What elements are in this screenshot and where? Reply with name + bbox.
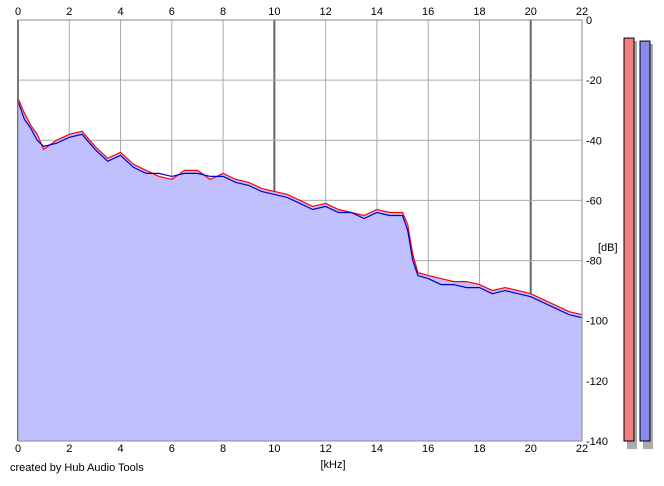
series-line bbox=[17, 100, 583, 319]
y-tick-label: -60 bbox=[586, 195, 602, 207]
y-axis-label: [dB] bbox=[598, 242, 618, 254]
x-tick-label: 2 bbox=[66, 6, 72, 18]
x-tick-label: 22 bbox=[576, 443, 588, 455]
x-axis-label: [kHz] bbox=[320, 459, 345, 471]
x-tick-label: 16 bbox=[422, 6, 434, 18]
x-tick-label: 10 bbox=[268, 443, 280, 455]
y-tick-label: -20 bbox=[586, 75, 602, 87]
x-tick-label: 4 bbox=[117, 443, 123, 455]
y-tick-label: 0 bbox=[586, 15, 592, 27]
spectrum-fill bbox=[18, 98, 582, 441]
spectrum-area bbox=[18, 98, 582, 441]
x-tick-label: 12 bbox=[320, 443, 332, 455]
x-tick-label: 14 bbox=[371, 443, 383, 455]
x-tick-label: 20 bbox=[525, 6, 537, 18]
x-tick-label: 10 bbox=[268, 6, 280, 18]
y-tick-label: -100 bbox=[586, 316, 608, 328]
y-tick-label: -120 bbox=[586, 376, 608, 388]
x-tick-label: 18 bbox=[473, 443, 485, 455]
x-tick-label: 8 bbox=[220, 443, 226, 455]
x-tick-labels-top: 0 2 4 6 8 10 12 14 16 18 20 22 bbox=[15, 6, 588, 18]
plot-frame bbox=[17, 19, 583, 442]
x-tick-label: 6 bbox=[169, 6, 175, 18]
x-tick-label: 4 bbox=[117, 6, 123, 18]
x-tick-label: 14 bbox=[371, 6, 383, 18]
x-tick-label: 20 bbox=[525, 443, 537, 455]
x-tick-label: 6 bbox=[169, 443, 175, 455]
level-meter-bar bbox=[639, 40, 651, 442]
x-tick-label: 8 bbox=[220, 6, 226, 18]
y-tick-labels: 0 -20 -40 -60 -80 -100 -120 -140 bbox=[586, 15, 608, 448]
y-tick-label: -80 bbox=[586, 256, 602, 268]
x-tick-label: 0 bbox=[15, 443, 21, 455]
x-tick-label: 2 bbox=[66, 443, 72, 455]
x-tick-label: 22 bbox=[576, 6, 588, 18]
credit-text: created by Hub Audio Tools bbox=[10, 462, 144, 474]
x-tick-label: 12 bbox=[320, 6, 332, 18]
y-tick-label: -140 bbox=[586, 436, 608, 448]
x-tick-label: 0 bbox=[15, 6, 21, 18]
series-line bbox=[17, 97, 583, 316]
x-tick-labels-bottom: 0 2 4 6 8 10 12 14 16 18 20 22 bbox=[15, 443, 588, 455]
level-meter-bar bbox=[623, 37, 635, 442]
y-tick-label: -40 bbox=[586, 135, 602, 147]
x-tick-label: 16 bbox=[422, 443, 434, 455]
x-tick-label: 18 bbox=[473, 6, 485, 18]
level-meters bbox=[623, 37, 653, 450]
spectrum-lines bbox=[17, 97, 583, 319]
